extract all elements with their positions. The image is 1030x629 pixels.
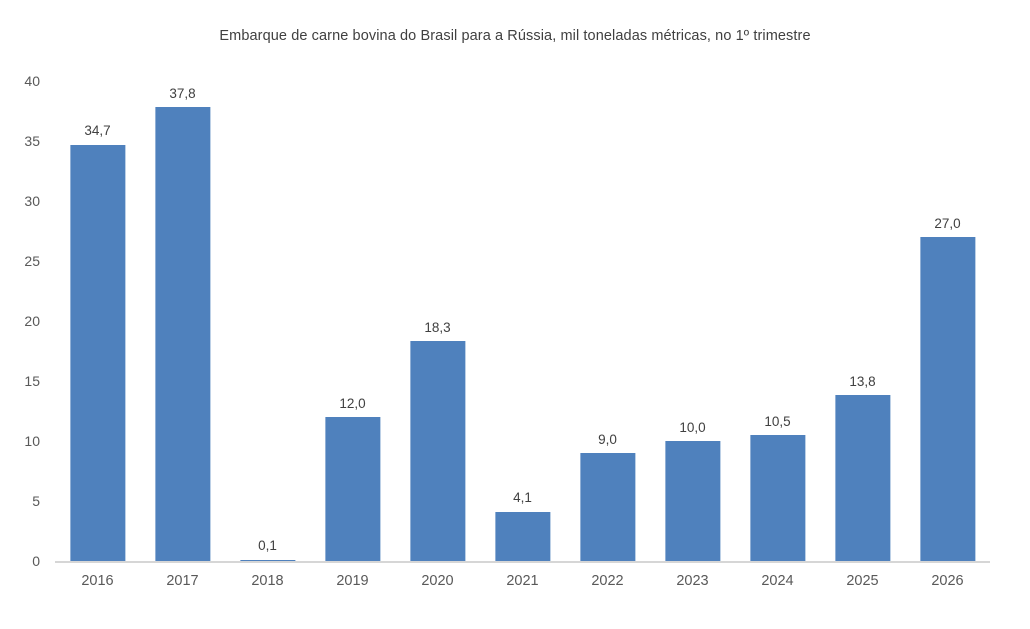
bar-value-label: 10,0 — [679, 419, 706, 435]
x-tick-label: 2024 — [761, 573, 794, 589]
bar-2021 — [494, 511, 551, 561]
y-tick-label: 35 — [24, 133, 40, 149]
bar-2025 — [834, 395, 891, 561]
bar-value-label: 37,8 — [169, 85, 196, 101]
x-tick-label: 2023 — [676, 573, 709, 589]
bar-slot-2024: 10,5 2024 — [735, 81, 820, 588]
bar-value-label: 13,8 — [849, 373, 876, 389]
bar-slot-2023: 10,0 2023 — [650, 81, 735, 588]
bar-2022 — [579, 453, 636, 561]
y-tick-label: 5 — [32, 493, 40, 509]
bar-slot-2018: 0,1 2018 — [225, 81, 310, 588]
bar-value-label: 12,0 — [339, 395, 366, 411]
x-tick-label: 2021 — [506, 573, 539, 589]
x-tick-label: 2017 — [166, 573, 199, 589]
x-tick-label: 2019 — [336, 573, 369, 589]
x-tick-label: 2020 — [421, 573, 454, 589]
bar-value-label: 10,5 — [764, 413, 791, 429]
bar-slot-2016: 34,7 2016 — [55, 81, 140, 588]
bar-value-label: 34,7 — [84, 123, 111, 139]
bar-value-label: 9,0 — [598, 431, 617, 447]
bar-value-label: 27,0 — [934, 215, 961, 231]
y-tick-label: 25 — [24, 253, 40, 269]
bar-2019 — [324, 417, 381, 561]
bar-2018 — [239, 559, 296, 561]
x-tick-label: 2016 — [81, 573, 114, 589]
y-tick-label: 10 — [24, 433, 40, 449]
y-tick-label: 20 — [24, 313, 40, 329]
bar-slot-2022: 9,0 2022 — [565, 81, 650, 588]
bar-slot-2026: 27,0 2026 — [905, 81, 990, 588]
bar-slot-2021: 4,1 2021 — [480, 81, 565, 588]
bar-2016 — [69, 144, 126, 561]
bar-2026 — [919, 237, 976, 561]
y-tick-label: 15 — [24, 373, 40, 389]
bar-slot-2020: 18,3 2020 — [395, 81, 480, 588]
y-tick-label: 0 — [32, 553, 40, 569]
bar-2023 — [664, 441, 721, 561]
y-tick-label: 30 — [24, 193, 40, 209]
bar-slot-2017: 37,8 2017 — [140, 81, 225, 588]
bar-2020 — [409, 341, 466, 561]
y-axis: 0 5 10 15 20 25 30 35 40 — [0, 74, 46, 568]
bar-value-label: 4,1 — [513, 490, 532, 506]
bar-slot-2019: 12,0 2019 — [310, 81, 395, 588]
bar-value-label: 18,3 — [424, 319, 451, 335]
x-tick-label: 2025 — [846, 573, 879, 589]
x-tick-label: 2018 — [251, 573, 284, 589]
bar-value-label: 0,1 — [258, 538, 277, 554]
bar-slot-2025: 13,8 2025 — [820, 81, 905, 588]
plot-area: 34,7 2016 37,8 2017 0,1 2018 12,0 2019 18,3 2020 4… — [55, 81, 990, 588]
y-tick-label: 40 — [24, 73, 40, 89]
chart-title: Embarque de carne bovina do Brasil para … — [219, 28, 811, 44]
x-tick-label: 2022 — [591, 573, 624, 589]
x-tick-label: 2026 — [931, 573, 964, 589]
bar-2024 — [749, 435, 806, 561]
bar-2017 — [154, 107, 211, 561]
